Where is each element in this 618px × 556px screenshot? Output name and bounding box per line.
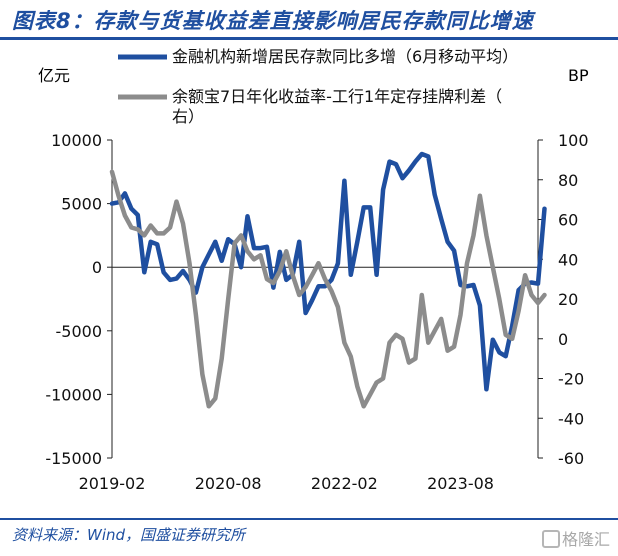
right-tick-label: -60: [558, 449, 584, 468]
left-tick-label: 10000: [51, 131, 102, 150]
watermark-logo-icon: [542, 530, 560, 548]
left-tick-label: -5000: [56, 322, 103, 341]
right-tick-label: 60: [558, 211, 578, 230]
x-tick-label: 2020-08: [195, 474, 262, 493]
series-layer: [109, 151, 547, 409]
left-tick-label: 0: [92, 258, 102, 277]
watermark: 格隆汇: [542, 526, 610, 550]
chart: 金融机构新增居民存款同比多增（6月移动平均） 余额宝7日年化收益率-工行1年定存挂…: [38, 47, 589, 493]
watermark-text: 格隆汇: [562, 530, 611, 549]
title-rule: [0, 37, 618, 40]
left-axis-unit: 亿元: [38, 66, 70, 85]
left-tick-label: -10000: [45, 385, 102, 404]
left-tick-label: 5000: [61, 195, 102, 214]
source-note: 资料来源：Wind，国盛证券研究所: [12, 526, 246, 544]
right-tick-label: 80: [558, 171, 578, 190]
legend: 金融机构新增居民存款同比多增（6月移动平均） 余额宝7日年化收益率-工行1年定存挂…: [118, 47, 518, 126]
axes: 10000 5000 0 -5000 -10000 -15000 100 80 60 40 20 0 -…: [45, 131, 588, 493]
legend-label-yield-spread: 余额宝7日年化收益率-工行1年定存挂牌利差（右）: [172, 87, 502, 126]
x-tick-label: 2019-02: [79, 474, 146, 493]
series-line-deposit-growth: [109, 151, 547, 392]
right-tick-label: 0: [558, 330, 568, 349]
right-tick-label: 20: [558, 290, 578, 309]
title-bar: 图表8：存款与货基收益差直接影响居民存款同比增速: [0, 0, 618, 40]
right-tick-label: 100: [558, 131, 589, 150]
right-tick-label: -40: [558, 409, 584, 428]
right-tick-label: 40: [558, 250, 578, 269]
right-tick-label: -20: [558, 370, 584, 389]
series-line-yield-spread: [109, 169, 547, 409]
x-tick-label: 2022-02: [311, 474, 378, 493]
x-tick-label: 2023-08: [427, 474, 494, 493]
footer-rule: [0, 518, 618, 520]
left-tick-label: -15000: [45, 449, 102, 468]
right-axis-unit: BP: [568, 66, 589, 85]
legend-label-deposit-growth: 金融机构新增居民存款同比多增（6月移动平均）: [172, 47, 518, 66]
page-title: 图表8：存款与货基收益差直接影响居民存款同比增速: [12, 9, 534, 33]
